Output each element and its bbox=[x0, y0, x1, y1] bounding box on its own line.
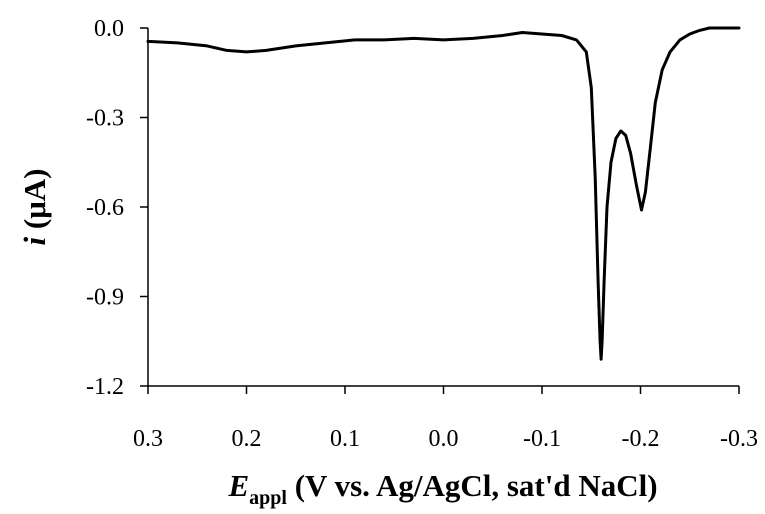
y-tick-label: -0.3 bbox=[86, 106, 124, 132]
y-axis-symbol: i bbox=[17, 236, 52, 245]
y-axis-title-rest: (μA) bbox=[17, 169, 52, 237]
y-tick-label: 0.0 bbox=[94, 16, 124, 42]
x-tick-label: 0.0 bbox=[429, 426, 459, 452]
x-axis-title: Eappl (V vs. Ag/AgCl, sat'd NaCl) bbox=[227, 468, 657, 509]
x-axis-title-rest: (V vs. Ag/AgCl, sat'd NaCl) bbox=[287, 468, 658, 503]
x-tick-label: 0.2 bbox=[232, 426, 262, 452]
x-tick-label: 0.1 bbox=[330, 426, 360, 452]
current-trace-line bbox=[146, 26, 741, 361]
y-tick-label: -0.6 bbox=[86, 195, 124, 221]
x-tick-label: -0.1 bbox=[523, 426, 561, 452]
x-tick-label: -0.3 bbox=[720, 426, 758, 452]
x-ticks: 0.3 0.2 0.1 0.0 -0.1 -0.2 -0.3 bbox=[133, 386, 758, 452]
x-axis-symbol: E bbox=[227, 468, 249, 503]
x-axis-subscript: appl bbox=[249, 487, 287, 509]
plot-frame bbox=[147, 28, 739, 387]
y-axis-title: i (μA) bbox=[17, 169, 52, 246]
y-tick-label: -1.2 bbox=[86, 374, 124, 400]
y-tick-label: -0.9 bbox=[86, 285, 124, 311]
y-ticks: 0.0 -0.3 -0.6 -0.9 -1.2 bbox=[86, 16, 148, 400]
x-tick-label: -0.2 bbox=[622, 426, 660, 452]
series-group bbox=[146, 26, 741, 361]
x-tick-label: 0.3 bbox=[133, 426, 163, 452]
